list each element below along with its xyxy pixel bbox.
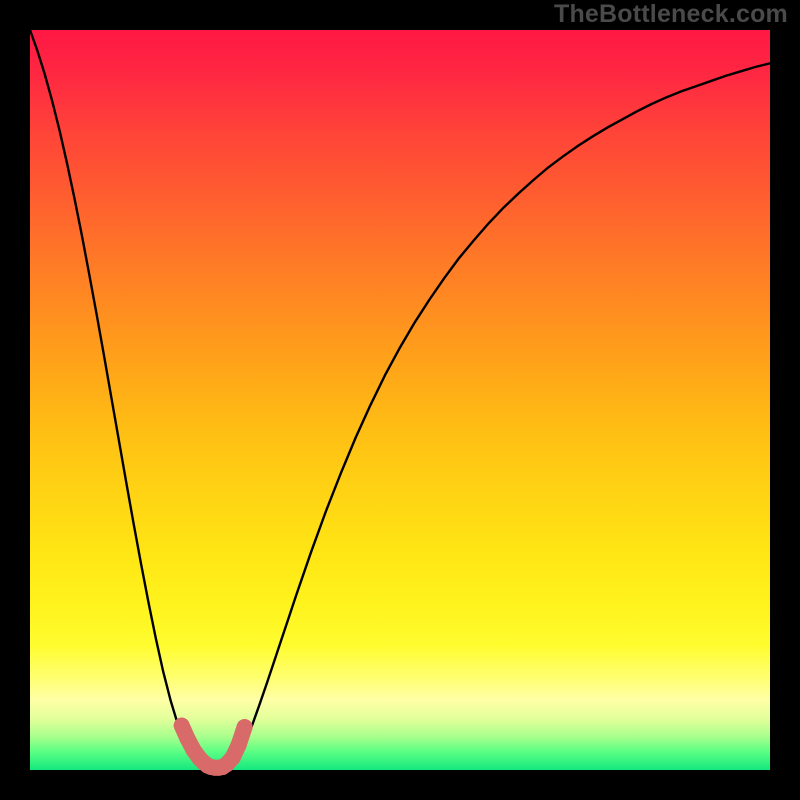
plot-background <box>30 30 770 770</box>
watermark-text: TheBottleneck.com <box>554 0 788 29</box>
chart-container: TheBottleneck.com <box>0 0 800 800</box>
marker-dot <box>231 737 247 753</box>
chart-svg <box>0 0 800 800</box>
marker-dot <box>237 719 253 735</box>
